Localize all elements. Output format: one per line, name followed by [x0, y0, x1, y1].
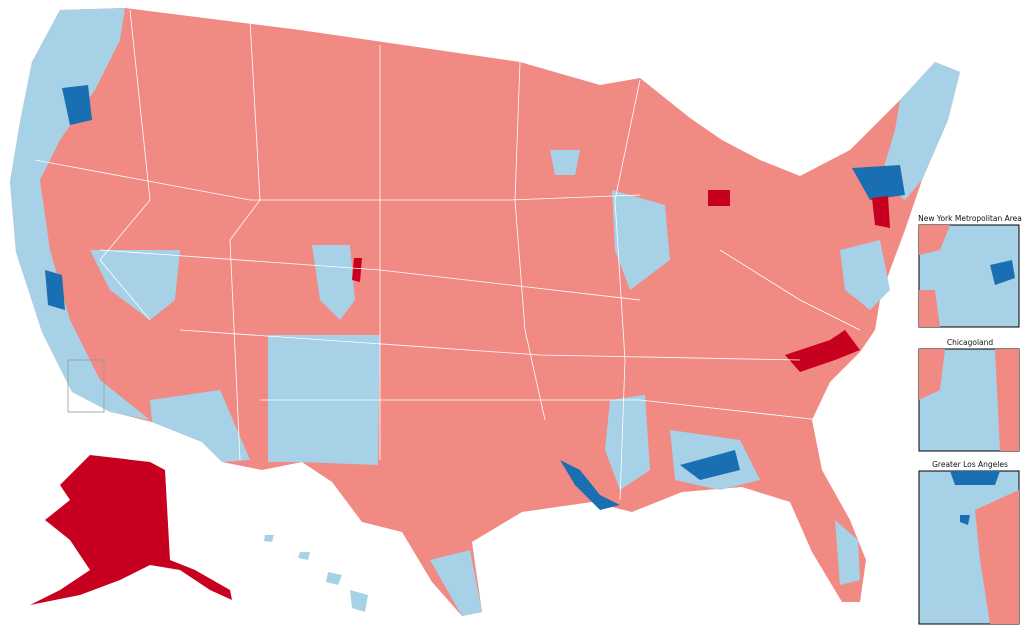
inset-chicago: Chicagoland — [918, 338, 1020, 452]
inset-label: Chicagoland — [947, 338, 994, 347]
rep-gain-virginia — [785, 330, 860, 372]
dem-gain-new-york — [852, 165, 905, 200]
democratic-arizona — [150, 390, 250, 462]
democratic-delta — [605, 395, 650, 490]
inset-la: Greater Los Angeles — [918, 460, 1020, 625]
dem-gain-alabama — [680, 450, 740, 480]
inset-region — [919, 349, 945, 400]
hawaii-maui — [326, 572, 342, 585]
rep-gain-colorado — [352, 258, 362, 282]
democratic-chicago — [612, 190, 670, 290]
inset-region — [919, 290, 940, 327]
inset-region — [975, 490, 1019, 624]
rep-gain-michigan — [708, 190, 730, 206]
inset-region — [950, 471, 1000, 485]
democratic-colorado — [312, 245, 355, 320]
inset-label: Greater Los Angeles — [932, 460, 1008, 469]
inset-region — [990, 260, 1015, 285]
inset-label: New York Metropolitan Area — [918, 214, 1022, 223]
inset-ny: New York Metropolitan Area — [918, 214, 1022, 328]
democratic-nevada — [90, 250, 180, 320]
alaska — [30, 455, 232, 605]
democratic-florida — [835, 520, 860, 585]
contiguous-us — [10, 8, 960, 616]
inset-region — [995, 349, 1019, 451]
hawaii — [264, 535, 368, 612]
inset-region — [919, 225, 950, 255]
state-borders — [34, 9, 861, 501]
alaska-shape — [30, 455, 232, 605]
rep-gain-pennsylvania — [872, 196, 890, 228]
democratic-west-coast — [10, 8, 150, 420]
hawaii-island — [350, 590, 368, 612]
dem-gain-oregon — [62, 85, 92, 125]
la-inset-marker — [67, 359, 105, 413]
democratic-south-texas — [430, 550, 482, 616]
hawaii-oahu — [298, 552, 310, 560]
inset-region — [960, 515, 970, 525]
dem-gain-louisiana — [560, 460, 620, 510]
dem-gain-california — [45, 270, 65, 310]
hawaii-kauai — [264, 535, 274, 542]
democratic-minneapolis — [550, 150, 580, 175]
democratic-mid-atlantic — [840, 240, 890, 310]
